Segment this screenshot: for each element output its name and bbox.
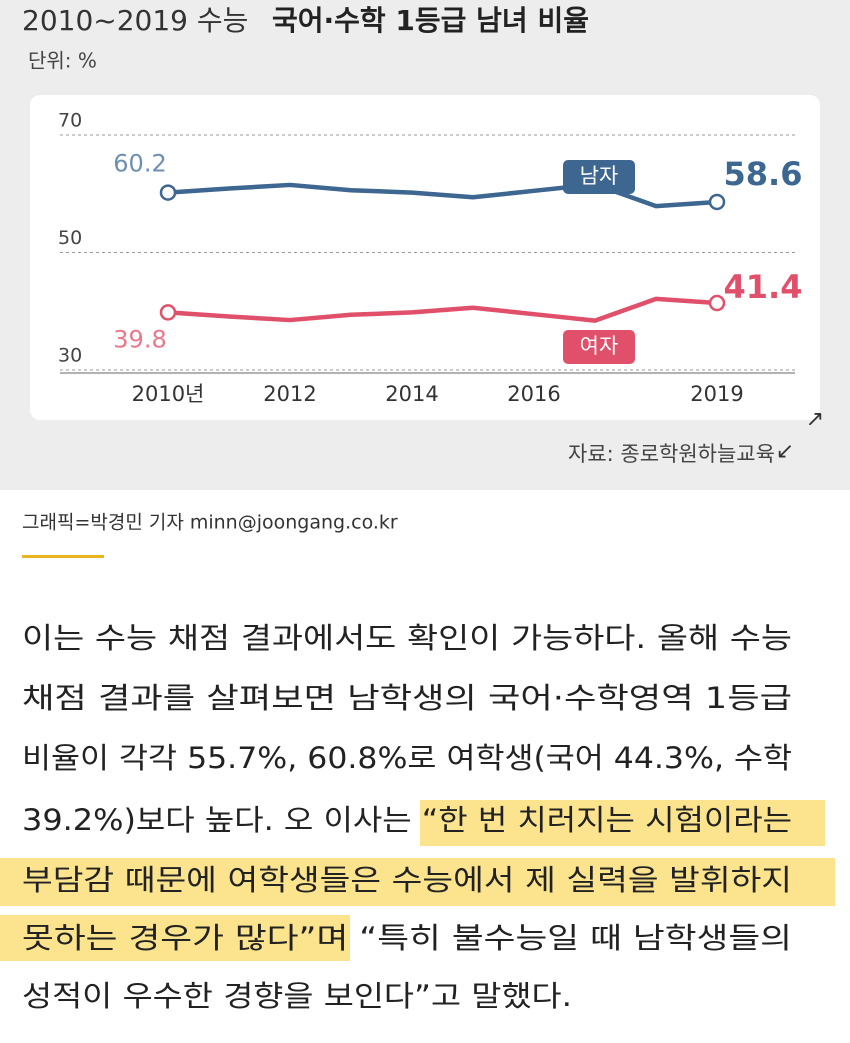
source: 자료: 종로학원하늘교육: [568, 442, 775, 466]
chart-card: [30, 95, 820, 420]
highlight: [0, 915, 350, 961]
expand-icon[interactable]: ↗: [806, 407, 824, 432]
chart-title: 2010~2019 수능: [22, 4, 248, 37]
article-line: 부담감 때문에 여학생들은 수능에서 제 실력을 발휘하지: [22, 863, 792, 897]
highlight: [420, 800, 825, 846]
marker: [708, 193, 726, 211]
article-line: 못하는 경우가 많다”며 “특히 불수능일 때 남학생들의: [22, 921, 792, 955]
legend-box: [563, 160, 635, 194]
data-label: 58.6: [724, 155, 803, 193]
series-line: [167, 182, 718, 209]
x-tick-label: 2010년: [132, 382, 205, 406]
series-line: [167, 296, 718, 323]
divider: [22, 555, 104, 558]
highlight: [0, 858, 835, 906]
article-line: 이는 수능 채점 결과에서도 확인이 가능하다. 올해 수능: [22, 621, 792, 655]
data-label: 60.2: [113, 150, 166, 178]
article-line: 비율이 각각 55.7%, 60.8%로 여학생(국어 44.3%, 수학: [22, 741, 792, 775]
chart-title-bold: 국어·수학 1등급 남녀 비율: [272, 4, 589, 37]
y-tick-label: 70: [58, 110, 82, 132]
article-line: 성적이 우수한 경향을 보인다”고 말했다.: [22, 979, 572, 1013]
data-label: 41.4: [724, 268, 803, 306]
marker: [159, 184, 177, 201]
x-tick-label: 2016: [507, 382, 560, 406]
caption: 그래픽=박경민 기자 minn@joongang.co.kr: [22, 512, 398, 534]
article-line: 채점 결과를 살펴보면 남학생의 국어·수학영역 1등급: [22, 681, 792, 715]
legend-box: [563, 330, 635, 364]
collapse-icon[interactable]: ↙: [776, 439, 794, 464]
marker: [708, 294, 726, 312]
data-label: 39.8: [113, 325, 166, 353]
plot: 30 50 70 2010년 2012 2014 2016 2019 60.2 58.6 남자 39.…: [58, 110, 802, 407]
x-tick-label: 2012: [263, 382, 316, 406]
legend-label: 남자: [580, 164, 619, 188]
x-tick-label: 2014: [385, 382, 438, 406]
x-tick-label: 2019: [690, 382, 743, 406]
legend-label: 여자: [580, 334, 619, 358]
y-tick-label: 30: [58, 345, 82, 367]
y-tick-label: 50: [58, 227, 82, 249]
marker: [159, 304, 177, 321]
unit-label: 단위: %: [28, 49, 97, 73]
article-line: 39.2%)보다 높다. 오 이사는 “한 번 치러지는 시험이라는: [22, 803, 792, 837]
